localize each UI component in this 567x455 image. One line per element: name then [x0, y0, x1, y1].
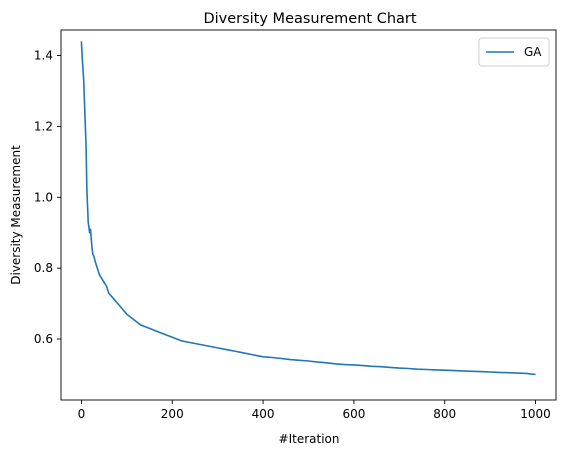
y-tick-label: 0.6 [34, 332, 53, 346]
x-tick-label: 600 [342, 407, 365, 421]
x-tick-label: 1000 [520, 407, 551, 421]
x-axis: 0 200 400 600 800 1000 [78, 400, 551, 421]
legend-label-ga: GA [524, 45, 542, 59]
y-tick-label: 1.2 [34, 119, 53, 133]
x-tick-label: 0 [78, 407, 86, 421]
x-tick-label: 800 [433, 407, 456, 421]
legend: GA [478, 37, 550, 67]
x-axis-label: #Iteration [279, 432, 340, 446]
y-axis-label: Diversity Measurement [9, 145, 23, 285]
x-tick-label: 200 [161, 407, 184, 421]
chart-title: Diversity Measurement Chart [203, 11, 416, 27]
y-axis: 0.6 0.8 1.0 1.2 1.4 [34, 49, 61, 346]
y-tick-label: 0.8 [34, 261, 53, 275]
y-tick-label: 1.4 [34, 49, 53, 63]
y-tick-label: 1.0 [34, 190, 53, 204]
series-line-ga [80, 41, 536, 376]
x-tick-label: 400 [252, 407, 275, 421]
axes-frame [60, 29, 557, 401]
plot-area [80, 41, 536, 376]
